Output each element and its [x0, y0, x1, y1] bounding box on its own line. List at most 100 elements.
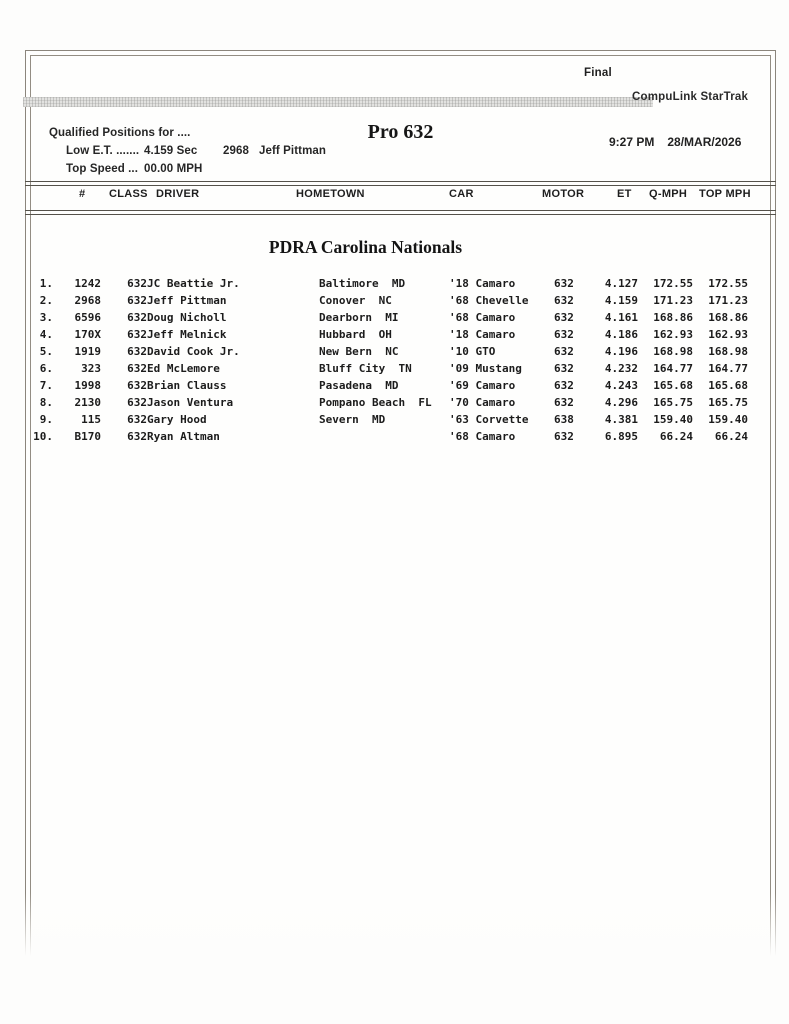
cell-topmph: 66.24 [714, 430, 748, 443]
cell-qmph: 162.93 [653, 328, 693, 341]
cell-car: '18 Camaro [449, 328, 516, 341]
cell-car: '70 Camaro [449, 396, 516, 409]
cell-et: 6.895 [604, 430, 638, 443]
table-row: 4. 170X 632 Jeff Melnick Hubbard OH '18 Camar… [26, 326, 748, 343]
cell-topmph: 162.93 [708, 328, 748, 341]
col-header-hometown: HOMETOWN [296, 188, 365, 200]
table-row: 9. 115 632 Gary Hood Severn MD '63 Corvette 63… [26, 411, 748, 428]
cell-motor: 632 [554, 294, 574, 307]
print-time: 9:27 PM [609, 135, 655, 149]
low-et-driver: Jeff Pittman [259, 145, 327, 157]
column-header-row: # CLASS DRIVER HOMETOWN CAR MOTOR ET Q-M… [26, 188, 775, 204]
cell-topmph: 159.40 [708, 413, 748, 426]
cell-topmph: 165.75 [708, 396, 748, 409]
table-row: 5. 1919 632 David Cook Jr. New Bern NC '10 GT… [26, 343, 748, 360]
cell-driver: Brian Clauss [147, 379, 227, 392]
cell-num: 1919 [74, 345, 102, 358]
cell-num: B170 [74, 430, 102, 443]
table-row: 2. 2968 632 Jeff Pittman Conover NC '68 Cheve… [26, 292, 748, 309]
cell-class: 632 [127, 294, 147, 307]
cell-class: 632 [127, 430, 147, 443]
cell-et: 4.232 [604, 362, 638, 375]
cell-hometown: Pasadena MD [319, 379, 399, 392]
highlight-band [23, 97, 653, 107]
top-speed-line: Top Speed ... 00.00 MPH [49, 160, 326, 178]
low-et-label: Low E.T. ....... [66, 145, 140, 157]
cell-car: '63 Corvette [449, 413, 529, 426]
class-title: Pro 632 [367, 121, 434, 143]
cell-et: 4.381 [604, 413, 638, 426]
cell-car: '69 Camaro [449, 379, 516, 392]
cell-motor: 632 [554, 345, 574, 358]
cell-qmph: 66.24 [659, 430, 693, 443]
cell-hometown [319, 428, 449, 445]
cell-qmph: 164.77 [653, 362, 693, 375]
cell-hometown: Conover NC [319, 294, 392, 307]
report-title: Qualified Positions for .... [49, 127, 191, 139]
cell-motor: 632 [554, 379, 574, 392]
cell-pos: 5. [39, 345, 53, 358]
cell-et: 4.196 [604, 345, 638, 358]
cell-pos: 7. [39, 379, 53, 392]
cell-driver: Jeff Pittman [147, 294, 227, 307]
cell-class: 632 [127, 311, 147, 324]
cell-hometown: Severn MD [319, 413, 386, 426]
cell-et: 4.186 [604, 328, 638, 341]
header-rule-bottom [25, 210, 776, 215]
col-header-qmph: Q-MPH [649, 188, 688, 200]
cell-car: '68 Chevelle [449, 294, 529, 307]
cell-car: '18 Camaro [449, 277, 516, 290]
cell-class: 632 [127, 277, 147, 290]
cell-topmph: 171.23 [708, 294, 748, 307]
low-et-car-number: 2968 [223, 145, 249, 157]
page-fade [22, 893, 779, 983]
cell-car: '09 Mustang [449, 362, 522, 375]
qualifying-summary: Qualified Positions for .... Low E.T. ..… [49, 124, 326, 178]
col-header-driver: DRIVER [156, 188, 200, 200]
cell-car: '68 Camaro [449, 311, 516, 324]
cell-qmph: 168.98 [653, 345, 693, 358]
cell-driver: David Cook Jr. [147, 345, 240, 358]
col-header-motor: MOTOR [542, 188, 585, 200]
top-speed-label: Top Speed ... [66, 163, 139, 175]
cell-pos: 4. [39, 328, 53, 341]
cell-motor: 632 [554, 362, 574, 375]
table-row: 6. 323 632 Ed McLemore Bluff City TN '09 Must… [26, 360, 748, 377]
cell-driver: Gary Hood [147, 413, 207, 426]
cell-driver: Ed McLemore [147, 362, 220, 375]
cell-et: 4.296 [604, 396, 638, 409]
cell-motor: 632 [554, 277, 574, 290]
cell-motor: 632 [554, 396, 574, 409]
results-table: 1. 1242 632 JC Beattie Jr. Baltimore MD '18 C… [26, 275, 748, 445]
cell-pos: 1. [39, 277, 53, 290]
cell-num: 1998 [74, 379, 102, 392]
col-header-car: CAR [449, 188, 474, 200]
col-header-et: ET [617, 188, 632, 200]
cell-qmph: 165.75 [653, 396, 693, 409]
cell-car: '10 GTO [449, 345, 496, 358]
cell-driver: Doug Nicholl [147, 311, 227, 324]
cell-num: 2130 [74, 396, 102, 409]
cell-num: 170X [74, 328, 102, 341]
cell-hometown: Bluff City TN [319, 362, 412, 375]
cell-pos: 2. [39, 294, 53, 307]
printout-page: Final CompuLink StarTrak Qualified Posit… [22, 50, 779, 983]
print-date: 28/MAR/2026 [667, 135, 742, 149]
low-et-line: Low E.T. ....... 4.159 Sec 2968 Jeff Pittma… [49, 142, 326, 160]
cell-motor: 638 [554, 413, 574, 426]
cell-motor: 632 [554, 430, 574, 443]
cell-motor: 632 [554, 328, 574, 341]
cell-num: 2968 [74, 294, 102, 307]
cell-pos: 3. [39, 311, 53, 324]
table-row: 7. 1998 632 Brian Clauss Pasadena MD '69 Cama… [26, 377, 748, 394]
cell-pos: 10. [33, 430, 53, 443]
cell-et: 4.243 [604, 379, 638, 392]
cell-class: 632 [127, 362, 147, 375]
cell-car: '68 Camaro [449, 430, 516, 443]
cell-class: 632 [127, 345, 147, 358]
col-header-number: # [79, 188, 86, 200]
cell-hometown: New Bern NC [319, 345, 399, 358]
event-title: PDRA Carolina Nationals [268, 237, 463, 257]
cell-pos: 8. [39, 396, 53, 409]
cell-class: 632 [127, 413, 147, 426]
